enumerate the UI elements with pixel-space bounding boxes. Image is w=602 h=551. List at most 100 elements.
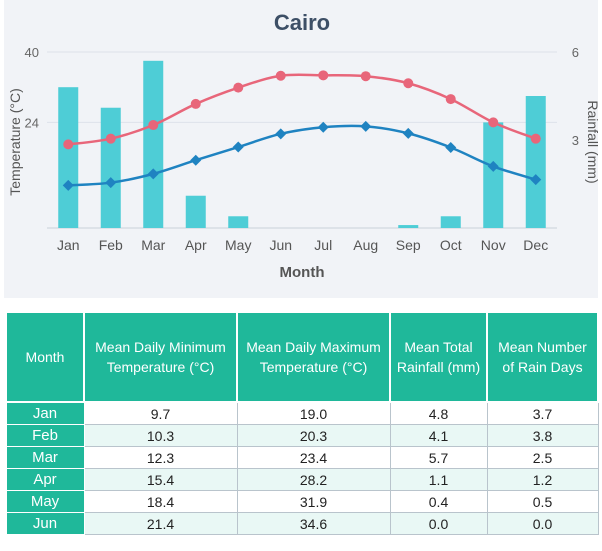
cell-rain-days: 0.5 xyxy=(486,490,599,513)
rainfall-bar xyxy=(398,225,419,228)
cell-max-temp: 28.2 xyxy=(236,468,391,491)
cell-rain-days: 1.2 xyxy=(486,468,599,491)
bar-layer xyxy=(58,60,546,228)
row-month: Jun xyxy=(5,512,85,535)
max-temp-point xyxy=(530,133,541,144)
max-temp-point xyxy=(318,70,329,81)
max-temp-point xyxy=(488,117,499,128)
max-temp-point xyxy=(445,94,456,105)
marker-layer xyxy=(62,70,542,191)
cell-rainfall: 4.1 xyxy=(389,424,488,447)
row-month: Feb xyxy=(5,424,85,447)
cell-max-temp: 31.9 xyxy=(236,490,391,513)
tick-layer: 40 24 6 3 Jan Feb Mar Apr May Jun Jul Aug Sep Oct Nov D… xyxy=(25,45,579,253)
x-tick-label: Sep xyxy=(396,237,421,253)
y-left-tick-label: 24 xyxy=(25,115,39,130)
rainfall-bar xyxy=(100,107,121,228)
min-temp-point xyxy=(317,121,329,133)
x-tick-label: May xyxy=(225,237,251,253)
table-header-row: Month Mean Daily Minimum Temperature (°C… xyxy=(5,311,599,403)
min-temp-point xyxy=(105,177,117,189)
cell-min-temp: 9.7 xyxy=(83,401,238,425)
rainfall-bar xyxy=(228,216,249,228)
min-temp-point xyxy=(190,154,202,166)
min-temp-line xyxy=(68,124,537,187)
row-month: Apr xyxy=(5,468,85,491)
header-rain-days: Mean Number of Rain Days xyxy=(486,311,599,403)
rainfall-bar xyxy=(58,87,79,228)
min-temp-point xyxy=(445,141,457,153)
table-row: Mar 12.3 23.4 5.7 2.5 xyxy=(5,446,599,469)
cell-rainfall: 5.7 xyxy=(389,446,488,469)
cell-rain-days: 2.5 xyxy=(486,446,599,469)
y-right-tick-label: 3 xyxy=(572,133,579,148)
min-temp-point xyxy=(275,128,287,140)
x-tick-label: Oct xyxy=(440,237,462,253)
max-temp-point xyxy=(63,139,74,150)
header-max-temp: Mean Daily Maximum Temperature (°C) xyxy=(236,311,391,403)
max-temp-point xyxy=(360,71,371,82)
cell-min-temp: 10.3 xyxy=(83,424,238,447)
cell-rainfall: 0.0 xyxy=(389,512,488,535)
table-row: May 18.4 31.9 0.4 0.5 xyxy=(5,490,599,513)
chart-title: Cairo xyxy=(274,10,330,35)
header-min-temp: Mean Daily Minimum Temperature (°C) xyxy=(83,311,238,403)
climate-table: Month Mean Daily Minimum Temperature (°C… xyxy=(5,311,599,535)
rainfall-bar xyxy=(483,122,504,228)
min-temp-point xyxy=(147,168,159,180)
x-tick-label: Mar xyxy=(141,237,165,253)
cell-rainfall: 1.1 xyxy=(389,468,488,491)
cell-min-temp: 12.3 xyxy=(83,446,238,469)
cell-max-temp: 20.3 xyxy=(236,424,391,447)
rainfall-bar xyxy=(143,60,164,228)
x-tick-label: Apr xyxy=(185,237,207,253)
y-axis-left-title: Temperature (°C) xyxy=(7,88,23,196)
table-row: Feb 10.3 20.3 4.1 3.8 xyxy=(5,424,599,447)
y-right-tick-label: 6 xyxy=(572,45,579,60)
cell-rainfall: 0.4 xyxy=(389,490,488,513)
header-month: Month xyxy=(5,311,85,403)
min-temp-point xyxy=(487,160,499,172)
max-temp-point xyxy=(148,120,159,131)
max-temp-point xyxy=(105,133,116,144)
y-left-tick-label: 40 xyxy=(25,45,39,60)
min-temp-point xyxy=(402,127,414,139)
x-axis-title: Month xyxy=(280,264,325,281)
y-axis-right-title: Rainfall (mm) xyxy=(585,100,598,183)
min-temp-point xyxy=(232,141,244,153)
rainfall-bar xyxy=(185,195,206,228)
row-month: Mar xyxy=(5,446,85,469)
grid-layer xyxy=(47,51,557,229)
x-tick-label: Jun xyxy=(269,237,292,253)
max-temp-point xyxy=(190,98,201,109)
cell-min-temp: 21.4 xyxy=(83,512,238,535)
cell-max-temp: 19.0 xyxy=(236,401,391,425)
cell-rain-days: 3.7 xyxy=(486,401,599,425)
cell-rainfall: 4.8 xyxy=(389,401,488,425)
x-tick-label: Jul xyxy=(314,237,332,253)
x-tick-label: Aug xyxy=(353,237,378,253)
x-tick-label: Jan xyxy=(57,237,80,253)
cell-max-temp: 23.4 xyxy=(236,446,391,469)
min-temp-point xyxy=(62,179,74,191)
x-tick-label: Dec xyxy=(523,237,548,253)
cell-rain-days: 0.0 xyxy=(486,512,599,535)
table-row: Jun 21.4 34.6 0.0 0.0 xyxy=(5,512,599,535)
min-temp-point xyxy=(360,120,372,132)
row-month: Jan xyxy=(5,401,85,425)
cell-min-temp: 18.4 xyxy=(83,490,238,513)
cell-max-temp: 34.6 xyxy=(236,512,391,535)
line-layer xyxy=(68,73,537,187)
table-row: Apr 15.4 28.2 1.1 1.2 xyxy=(5,468,599,491)
climate-chart: Cairo 40 24 6 3 Jan Feb Mar Apr May Jun Jul Aug Sep O… xyxy=(4,0,598,298)
cell-rain-days: 3.8 xyxy=(486,424,599,447)
min-temp-point xyxy=(530,174,542,186)
max-temp-point xyxy=(233,82,244,93)
rainfall-bar xyxy=(440,216,461,228)
row-month: May xyxy=(5,490,85,513)
climate-table-container: Month Mean Daily Minimum Temperature (°C… xyxy=(5,311,599,535)
header-rainfall: Mean Total Rainfall (mm) xyxy=(389,311,488,403)
max-temp-line xyxy=(68,73,537,146)
cell-min-temp: 15.4 xyxy=(83,468,238,491)
max-temp-point xyxy=(403,78,414,89)
